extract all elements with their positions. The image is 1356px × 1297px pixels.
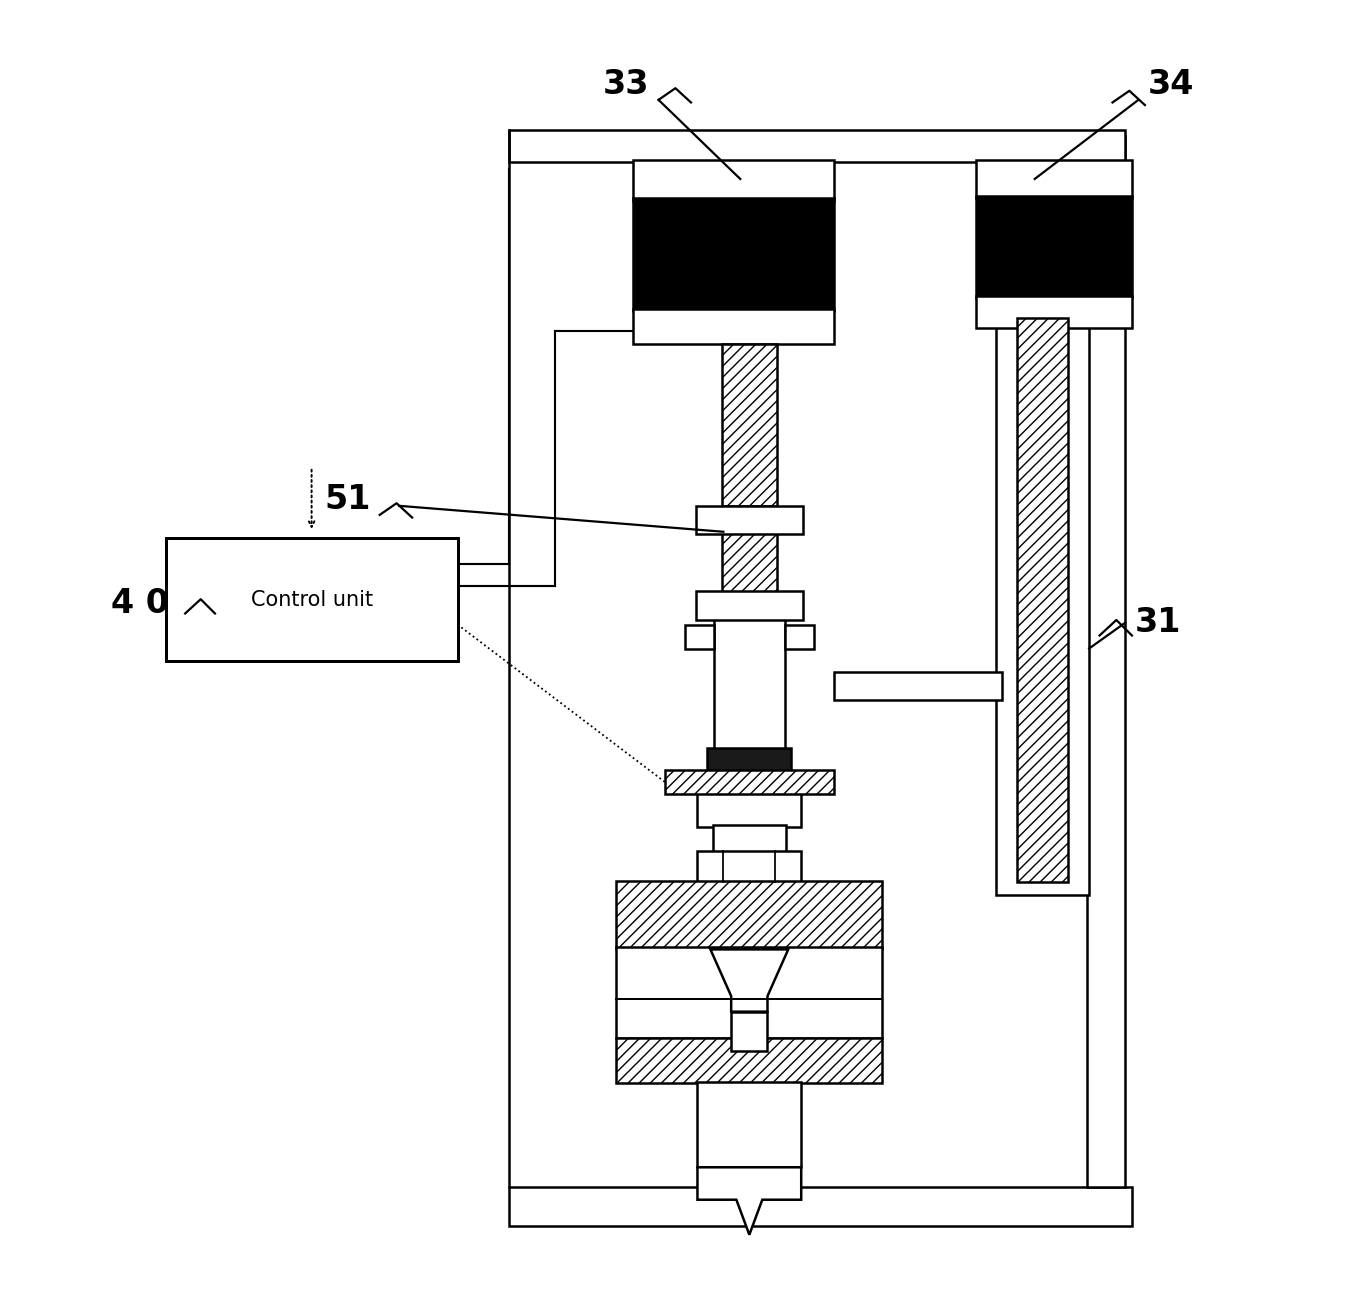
Bar — [664, 770, 834, 794]
Bar — [723, 344, 777, 506]
Bar — [1017, 318, 1069, 882]
Text: 51: 51 — [324, 482, 370, 516]
Bar — [165, 538, 457, 661]
Bar — [510, 1187, 1132, 1226]
Text: 33: 33 — [603, 67, 650, 101]
Bar — [696, 506, 803, 534]
Bar — [697, 1082, 801, 1167]
Bar — [633, 309, 834, 344]
Bar — [995, 305, 1089, 895]
Text: 31: 31 — [1135, 606, 1181, 639]
Bar — [723, 532, 777, 594]
Text: 4 0: 4 0 — [111, 586, 168, 620]
Bar — [976, 196, 1132, 298]
Text: 34: 34 — [1147, 67, 1195, 101]
Bar — [633, 160, 834, 201]
Bar — [976, 296, 1132, 328]
Bar — [617, 881, 883, 949]
Bar — [834, 672, 1002, 700]
Polygon shape — [697, 1167, 801, 1235]
Text: Control unit: Control unit — [251, 590, 373, 610]
Bar — [697, 851, 801, 882]
Bar — [713, 825, 785, 853]
Bar — [976, 160, 1132, 198]
Bar — [785, 625, 814, 648]
Polygon shape — [711, 949, 788, 1012]
Bar — [697, 792, 801, 827]
Bar — [617, 947, 883, 1038]
Bar — [510, 130, 1125, 162]
Bar — [731, 1012, 767, 1051]
Bar — [696, 591, 803, 620]
Bar — [713, 617, 785, 752]
Bar — [685, 625, 713, 648]
Bar — [1086, 136, 1125, 1187]
Bar — [617, 1038, 883, 1083]
Bar — [633, 198, 834, 311]
Bar — [708, 748, 792, 781]
